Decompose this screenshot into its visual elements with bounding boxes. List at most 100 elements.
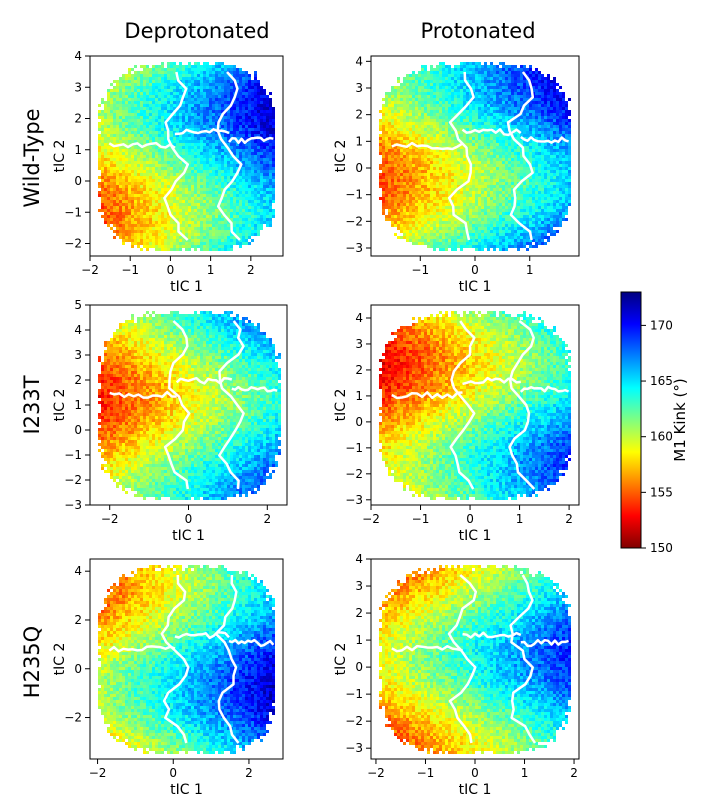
y-tick-label: 0 [355, 161, 363, 175]
y-tick-label: 1 [355, 134, 363, 148]
panel-5: −2 −1 0 1 2 −3 −2 −1 0 1 2 3 4 tIC 1 tIC 2 [333, 552, 580, 798]
y-tick-label: −1 [345, 188, 363, 202]
column-title-protonated: Protonated [420, 19, 535, 43]
colorbar: 150 155 160 165 170 M1 Kink (°) [620, 291, 689, 555]
panel-2: −2 0 2 −3 −2 −1 0 1 2 3 4 5 tIC 1 tIC 2 [52, 298, 288, 544]
colorbar-ticks: 150 155 160 165 170 [641, 318, 673, 555]
axes-frame [89, 558, 284, 760]
state-boundaries [109, 320, 278, 490]
axes-frame [89, 55, 284, 257]
y-tick-label: 1 [355, 389, 363, 403]
y-tick-label: 0 [355, 415, 363, 429]
x-tick-label: 0 [185, 512, 193, 526]
x-tick-label: 0 [167, 263, 175, 277]
panel-1: −1 0 1 −3 −2 −1 0 1 2 3 4 tIC 1 tIC 2 [333, 54, 580, 295]
y-tick-label: −2 [64, 237, 82, 251]
x-tick-label: 0 [466, 512, 474, 526]
y-tick-label: 3 [355, 337, 363, 351]
y-tick-label: 2 [74, 613, 82, 627]
y-tick-label: 0 [74, 423, 82, 437]
x-tick-label: −2 [367, 766, 385, 780]
x-axis-label: tIC 1 [459, 279, 492, 295]
x-tick-label: −2 [81, 263, 99, 277]
x-tick-label: 2 [565, 512, 573, 526]
x-tick-label: 0 [169, 766, 177, 780]
colorbar-label: M1 Kink (°) [671, 378, 689, 461]
y-tick-label: 1 [74, 143, 82, 157]
y-tick-label: 3 [74, 80, 82, 94]
y-tick-label: 1 [74, 398, 82, 412]
x-tick-label: 1 [521, 766, 529, 780]
x-tick-label: 2 [263, 512, 271, 526]
state-boundaries [108, 71, 274, 241]
x-tick-label: 0 [471, 263, 479, 277]
y-tick-label: 0 [74, 662, 82, 676]
heatmap-cells [379, 311, 571, 500]
x-tick-label: 2 [247, 263, 255, 277]
heatmap-cells [98, 62, 275, 251]
y-tick-label: 4 [74, 564, 82, 578]
y-tick-label: −2 [64, 473, 82, 487]
panel-3: −2 −1 0 1 2 −3 −2 −1 0 1 2 3 4 tIC 1 tIC 2 [333, 304, 580, 544]
x-tick-label: −1 [417, 766, 435, 780]
y-tick-label: 2 [355, 108, 363, 122]
x-tick-label: 0 [471, 766, 479, 780]
y-tick-label: 4 [355, 552, 363, 566]
x-tick-label: 2 [570, 766, 578, 780]
x-tick-label: −2 [101, 512, 119, 526]
x-tick-label: −1 [412, 512, 430, 526]
row-label-h235q: H235Q [20, 626, 44, 698]
heatmap-cells [98, 565, 275, 754]
y-tick-label: 4 [74, 49, 82, 63]
state-boundaries [391, 574, 569, 744]
y-axis-label: tIC 2 [333, 140, 349, 173]
x-axis-label: tIC 1 [170, 782, 203, 798]
y-tick-label: 4 [355, 54, 363, 68]
y-tick-label: 2 [74, 373, 82, 387]
y-tick-label: −1 [345, 441, 363, 455]
y-tick-label: 4 [74, 323, 82, 337]
y-tick-label: −3 [345, 741, 363, 755]
y-tick-label: −2 [64, 711, 82, 725]
colorbar-tick-label: 155 [650, 485, 673, 499]
x-tick-label: 1 [207, 263, 215, 277]
colorbar-tick-label: 150 [650, 541, 673, 555]
y-tick-label: 3 [355, 579, 363, 593]
y-tick-label: −2 [345, 214, 363, 228]
y-axis-label: tIC 2 [52, 140, 68, 173]
colorbar-gradient [620, 291, 642, 549]
y-tick-label: −1 [64, 205, 82, 219]
x-axis-label: tIC 1 [172, 528, 205, 544]
y-tick-label: −3 [345, 241, 363, 255]
x-axis-label: tIC 1 [459, 528, 492, 544]
axes-frame [370, 304, 580, 506]
y-tick-label: −2 [345, 467, 363, 481]
y-tick-label: 4 [355, 311, 363, 325]
y-tick-label: 5 [74, 298, 82, 312]
y-tick-label: 3 [74, 348, 82, 362]
y-tick-label: 2 [355, 606, 363, 620]
y-axis-label: tIC 2 [333, 643, 349, 676]
panel-0: −2 −1 0 1 2 −2 −1 0 1 2 3 4 tIC 1 tIC 2 [52, 49, 284, 295]
y-axis-label: tIC 2 [52, 389, 68, 422]
y-tick-label: −1 [345, 687, 363, 701]
y-tick-label: 0 [74, 174, 82, 188]
state-boundaries [108, 574, 275, 744]
y-tick-label: 3 [355, 81, 363, 95]
x-tick-label: 1 [526, 263, 534, 277]
colorbar-tick-label: 165 [650, 374, 673, 388]
x-tick-label: 2 [245, 766, 253, 780]
x-tick-label: 1 [516, 512, 524, 526]
x-tick-label: −1 [121, 263, 139, 277]
column-title-deprotonated: Deprotonated [124, 19, 269, 43]
colorbar-tick-label: 170 [650, 318, 673, 332]
y-axis-label: tIC 2 [52, 643, 68, 676]
y-axis-label: tIC 2 [333, 389, 349, 422]
state-boundaries [391, 71, 569, 241]
x-tick-label: −2 [362, 512, 380, 526]
y-tick-label: 2 [74, 112, 82, 126]
row-label-i233t: I233T [20, 375, 44, 434]
y-tick-label: −2 [345, 714, 363, 728]
y-tick-label: −1 [64, 448, 82, 462]
